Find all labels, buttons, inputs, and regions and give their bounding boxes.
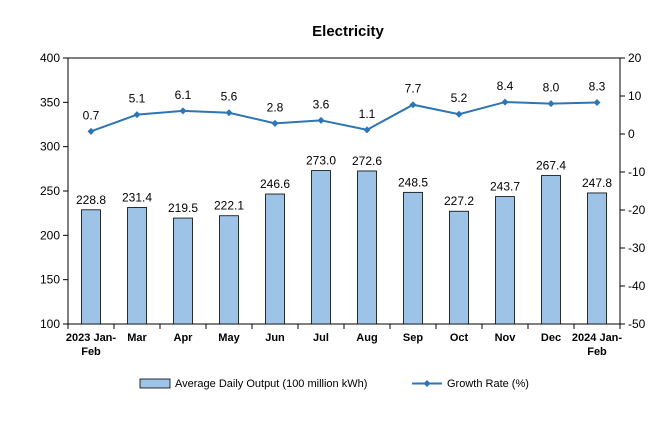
- x-category-label: Mar: [127, 332, 147, 344]
- bar: [449, 210, 469, 325]
- x-category-label: Feb: [81, 346, 101, 358]
- growth-rate-data-label: 8.0: [543, 81, 560, 95]
- growth-rate-marker: [87, 127, 95, 135]
- legend-swatch-bar: [139, 378, 171, 389]
- legend-label-line: Growth Rate (%): [447, 378, 529, 390]
- growth-rate-data-label: 0.7: [83, 108, 100, 122]
- bar: [495, 196, 515, 325]
- growth-rate-data-label: 5.6: [221, 90, 238, 104]
- growth-rate-data-label: 8.4: [497, 79, 514, 93]
- growth-rate-line: [90, 101, 598, 133]
- x-category-label: Nov: [495, 332, 517, 344]
- bar-data-label: 219.5: [168, 201, 198, 215]
- growth-rate-data-label: 5.2: [451, 91, 468, 105]
- y-left-tick-label: 400: [40, 51, 60, 65]
- bar: [265, 193, 285, 325]
- x-category-label: Aug: [356, 332, 377, 344]
- x-category-label: 2023 Jan-: [66, 332, 116, 344]
- bar-data-label: 246.6: [260, 177, 290, 191]
- growth-rate-marker: [455, 110, 463, 118]
- growth-rate-data-label: 2.8: [267, 100, 284, 114]
- y-left-tick-label: 300: [40, 140, 60, 154]
- y-right-tick-label: -50: [628, 317, 646, 331]
- bar-data-label: 247.8: [582, 176, 612, 190]
- bar: [81, 209, 101, 325]
- y-left-tick-label: 150: [40, 273, 60, 287]
- x-category-label: Sep: [403, 332, 423, 344]
- growth-rate-marker: [271, 119, 279, 127]
- y-right-tick-label: 10: [628, 89, 642, 103]
- bar: [357, 170, 377, 325]
- y-right-tick-label: -20: [628, 203, 646, 217]
- growth-rate-marker: [133, 111, 141, 119]
- growth-rate-data-label: 5.1: [129, 92, 146, 106]
- growth-rate-marker: [501, 98, 509, 106]
- bar-data-label: 273.0: [306, 154, 336, 168]
- y-right-tick-label: 20: [628, 51, 642, 65]
- bar: [541, 175, 561, 325]
- growth-rate-data-label: 3.6: [313, 97, 330, 111]
- y-left-tick-label: 200: [40, 228, 60, 242]
- growth-rate-marker: [547, 100, 555, 108]
- bar-data-label: 248.5: [398, 175, 428, 189]
- x-category-label: Jul: [313, 332, 329, 344]
- bar: [403, 191, 423, 325]
- bar-data-label: 267.4: [536, 159, 566, 173]
- growth-rate-data-label: 7.7: [405, 82, 422, 96]
- x-category-label: May: [218, 332, 240, 344]
- bar: [587, 192, 607, 325]
- chart-title: Electricity: [312, 23, 384, 40]
- bar-data-label: 272.6: [352, 154, 382, 168]
- bar: [127, 207, 147, 325]
- bar-data-label: 228.8: [76, 193, 106, 207]
- y-right-tick-label: -10: [628, 165, 646, 179]
- growth-rate-marker: [317, 116, 325, 124]
- growth-rate-marker: [179, 107, 187, 115]
- growth-rate-marker: [225, 109, 233, 117]
- growth-rate-data-label: 8.3: [589, 79, 606, 93]
- growth-rate-data-label: 6.1: [175, 88, 192, 102]
- growth-rate-marker: [363, 126, 371, 134]
- bar: [219, 215, 239, 325]
- bar-data-label: 222.1: [214, 199, 244, 213]
- bar: [311, 170, 331, 325]
- bar-data-label: 227.2: [444, 194, 474, 208]
- legend-swatch-marker: [423, 380, 431, 387]
- bar-data-label: 243.7: [490, 180, 520, 194]
- growth-rate-data-label: 1.1: [359, 107, 376, 121]
- x-category-label: Jun: [265, 332, 285, 344]
- x-category-label: Dec: [541, 332, 561, 344]
- plot-area: 100 150 200 250 300 350 400 -50 -40 -30 -20 -10 0 10 2…: [40, 51, 646, 358]
- bar: [173, 217, 193, 325]
- growth-rate-marker: [409, 101, 417, 109]
- y-left-tick-label: 100: [40, 317, 60, 331]
- legend: Average Daily Output (100 million kWh) G…: [139, 378, 529, 390]
- legend-label-bar: Average Daily Output (100 million kWh): [175, 378, 367, 390]
- y-right-tick-label: -30: [628, 241, 646, 255]
- y-left-tick-label: 250: [40, 184, 60, 198]
- y-right-tick-label: 0: [628, 127, 635, 141]
- y-left-tick-label: 350: [40, 95, 60, 109]
- growth-rate-marker: [593, 98, 601, 106]
- x-category-label: Apr: [174, 332, 194, 344]
- x-category-label: Oct: [450, 332, 469, 344]
- y-right-tick-label: -40: [628, 279, 646, 293]
- x-category-label: 2024 Jan-: [572, 332, 622, 344]
- bar-data-label: 231.4: [122, 190, 152, 204]
- x-category-label: Feb: [587, 346, 607, 358]
